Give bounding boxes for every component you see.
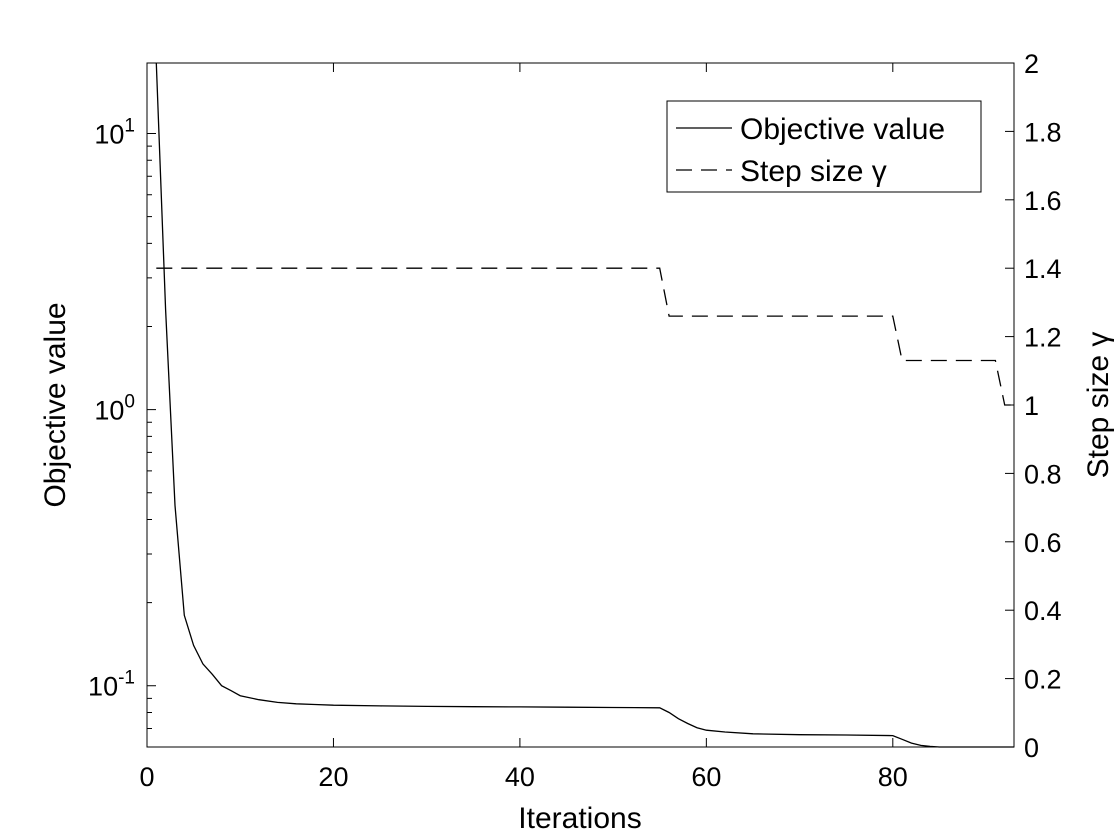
y-left-axis-label: Objective value [39,302,72,507]
y-right-tick-label: 1.2 [1024,323,1062,353]
y-left-axis-ticks: 10-1 100 101 [88,115,156,748]
y-right-tick-label: 0.2 [1024,665,1062,695]
x-tick-label: 40 [505,762,535,792]
y-left-tick-label: 10-1 [88,668,135,702]
series-layer [155,62,1014,748]
y-left-tick-label: 101 [94,115,135,149]
legend-label-step-size: Step size γ [740,155,887,188]
y-right-tick-label: 0.6 [1024,528,1062,558]
y-right-axis-ticks: 0 0.2 0.4 0.6 0.8 1 1.2 1.4 1.6 1.8 2 [1005,49,1062,763]
x-tick-label: 60 [691,762,721,792]
y-right-axis-label: Step size γ [1082,332,1115,479]
y-right-tick-label: 0 [1024,733,1039,763]
objective-value-line [155,62,1014,748]
y-right-tick-label: 1.4 [1024,254,1062,284]
x-axis-label: Iterations [518,802,641,835]
y-right-tick-label: 0.4 [1024,596,1062,626]
x-axis-ticks: 0 20 40 60 80 [139,63,908,792]
y-left-tick-label: 100 [94,392,135,426]
step-size-line [156,267,1014,406]
legend-box [666,100,982,193]
x-tick-label: 0 [139,762,154,792]
y-right-tick-label: 1 [1024,391,1039,421]
y-right-tick-label: 0.8 [1024,459,1062,489]
legend: Objective value Step size γ [666,100,982,193]
x-tick-label: 20 [318,762,348,792]
y-right-tick-label: 1.6 [1024,186,1062,216]
y-right-tick-label: 1.8 [1024,117,1062,147]
y-right-tick-label: 2 [1024,49,1039,79]
x-tick-label: 80 [878,762,908,792]
legend-label-objective: Objective value [740,113,945,146]
